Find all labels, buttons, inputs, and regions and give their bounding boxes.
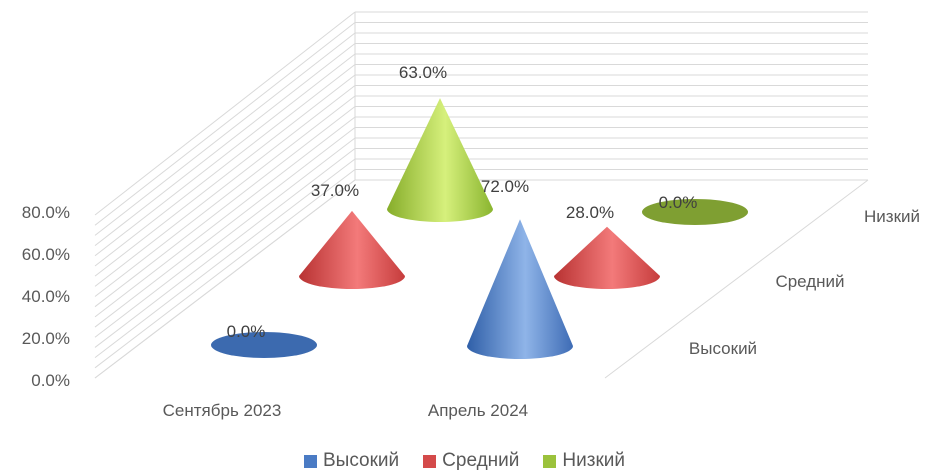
y-tick-label: 60.0% [22, 245, 70, 264]
cone-base-2-1 [642, 199, 748, 225]
legend-swatch-medium [423, 454, 437, 468]
data-label: 37.0% [311, 181, 359, 200]
cone-2-0 [387, 98, 493, 222]
data-label: 72.0% [481, 177, 529, 196]
legend: Высокий Средний Низкий [0, 450, 929, 472]
data-label: 28.0% [566, 203, 614, 222]
legend-item-medium: Средний [423, 450, 519, 472]
floor-edge-left [94, 179, 356, 379]
floor-edge-right [604, 179, 869, 379]
data-label: 0.0% [227, 322, 266, 341]
side-wall-gridline [94, 11, 356, 216]
side-wall-gridline [94, 22, 356, 226]
y-tick-label: 80.0% [22, 203, 70, 222]
cone-0-1 [467, 219, 573, 359]
side-wall-gridline [94, 53, 356, 257]
side-wall-gridline [94, 148, 356, 348]
side-wall-gridline [94, 32, 356, 236]
depth-axis-label: Средний [775, 272, 844, 291]
cone-1-1 [554, 226, 660, 289]
label-layer: 0.0% 72.0% 37.0% 28.0% 63.0% 0.0% [227, 63, 698, 341]
cone-base-0-0 [211, 332, 317, 358]
side-wall-gridline [94, 116, 356, 318]
axis-layer: 0.0% 20.0% 40.0% 60.0% 80.0% Сентябрь 2023 Апр… [22, 203, 920, 420]
side-wall-gridline [94, 95, 356, 297]
side-wall-gridline [94, 106, 356, 308]
legend-swatch-high [304, 454, 317, 468]
legend-item-low: Низкий [543, 450, 625, 472]
mark-layer [211, 98, 748, 359]
y-tick-label: 20.0% [22, 329, 70, 348]
legend-label-medium: Средний [442, 450, 520, 471]
legend-item-high: Высокий [304, 450, 399, 472]
side-wall-gridline [94, 85, 356, 287]
side-wall-gridline [94, 64, 356, 267]
legend-swatch-low [543, 454, 557, 468]
depth-axis-label: Высокий [689, 339, 757, 358]
side-wall-gridline [94, 137, 356, 338]
legend-label-high: Высокий [323, 450, 400, 471]
side-wall-gridline [94, 127, 356, 328]
y-tick-label: 40.0% [22, 287, 70, 306]
side-wall-gridline [94, 43, 356, 246]
legend-label-low: Низкий [562, 450, 625, 471]
data-label: 63.0% [399, 63, 447, 82]
category-label: Апрель 2024 [428, 401, 528, 420]
cone-1-0 [299, 210, 405, 289]
side-wall-gridline [94, 74, 356, 277]
side-wall-gridline [94, 158, 356, 359]
side-wall-gridline [94, 169, 356, 369]
category-label: Сентябрь 2023 [163, 401, 282, 420]
y-tick-label: 0.0% [31, 371, 70, 390]
data-label: 0.0% [659, 193, 698, 212]
depth-axis-label: Низкий [864, 207, 920, 226]
